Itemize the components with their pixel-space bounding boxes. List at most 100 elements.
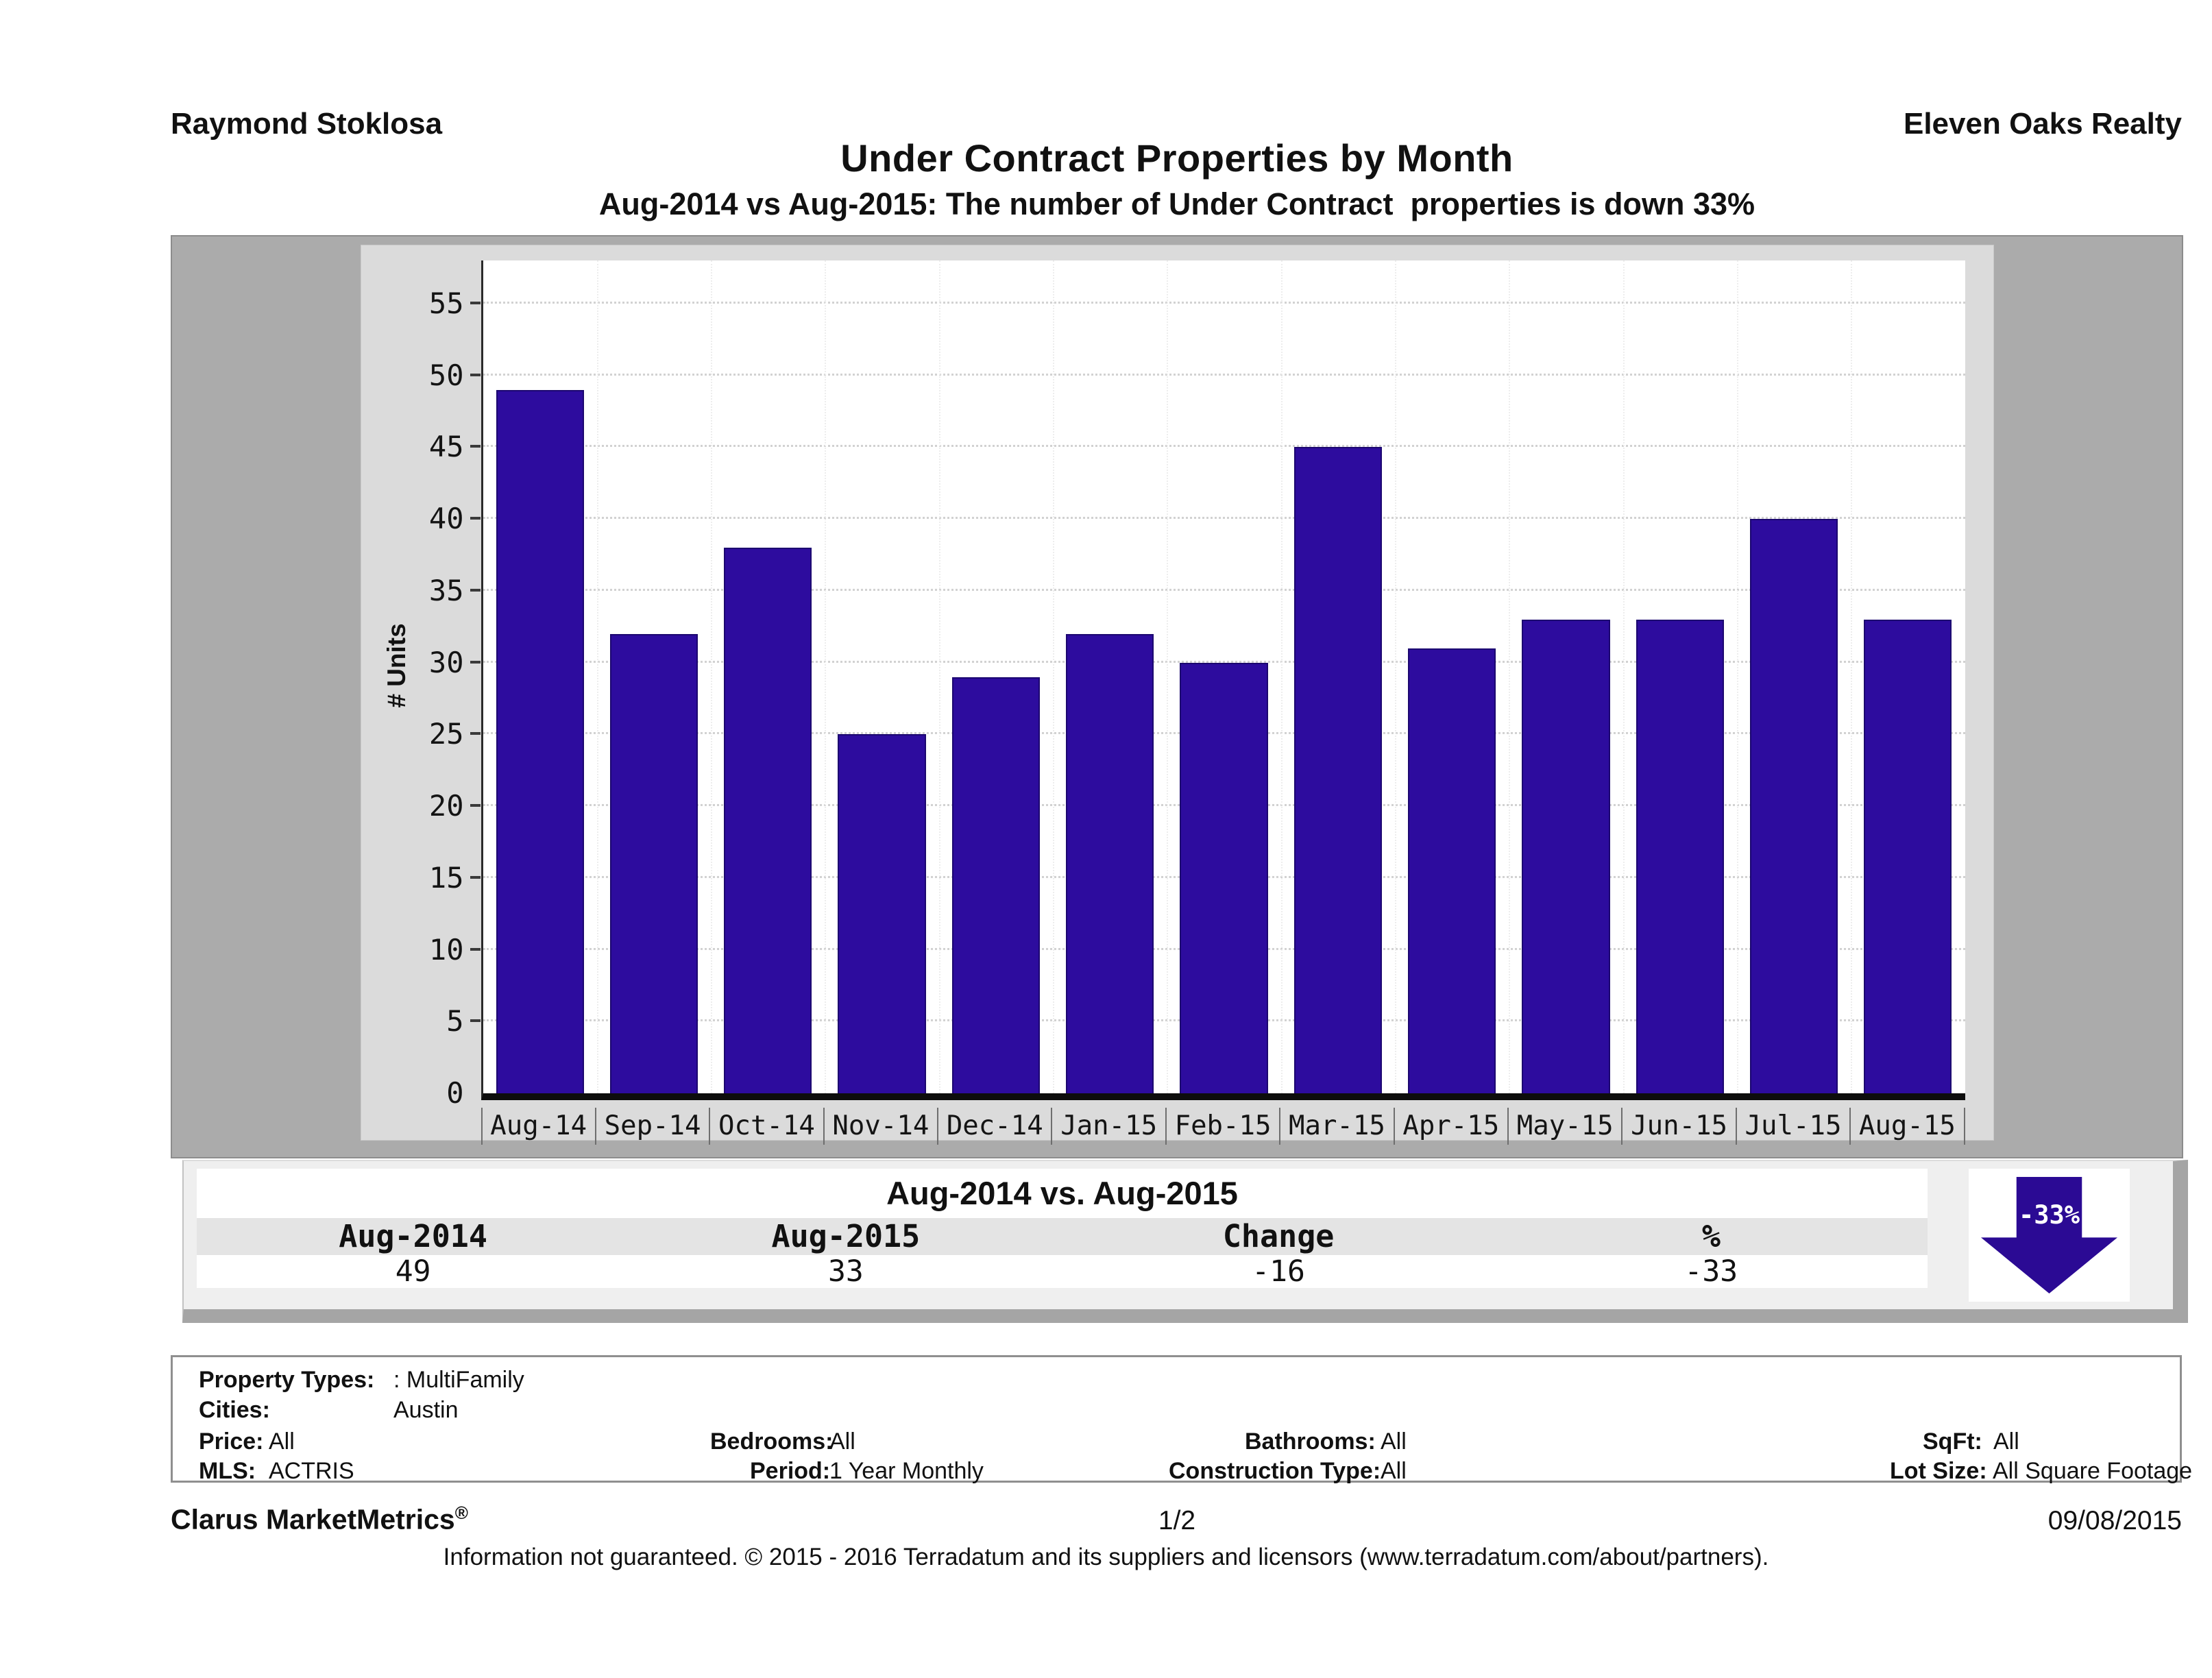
- x-tick-label-Nov-14: Nov-14: [825, 1108, 939, 1145]
- sqft-label: SqFt:: [1923, 1428, 1982, 1455]
- y-tick-label-10: 10: [428, 932, 464, 966]
- footer-page-number: 1/2: [1158, 1506, 1196, 1535]
- property-types-label: Property Types:: [199, 1367, 375, 1393]
- category-divider: [1280, 260, 1283, 1093]
- bar-Oct-14: [724, 547, 812, 1093]
- comparison-value-row: 49 33 -16 -33: [197, 1255, 1928, 1288]
- registered-mark: ®: [454, 1503, 468, 1523]
- category-divider: [1509, 260, 1511, 1093]
- down-arrow-icon: -33%: [1981, 1177, 2117, 1293]
- value-aug-2014: 49: [395, 1254, 431, 1289]
- bedrooms-label: Bedrooms:: [710, 1428, 834, 1455]
- footer-date: 09/08/2015: [2047, 1506, 2182, 1535]
- category-divider: [1851, 260, 1853, 1093]
- gridline-45: [470, 445, 1965, 448]
- period-value: 1 Year Monthly: [829, 1458, 984, 1484]
- comparison-title: Aug-2014 vs. Aug-2015: [197, 1169, 1928, 1218]
- sqft-value: All: [1993, 1428, 2019, 1455]
- company-name: Eleven Oaks Realty: [1903, 107, 2182, 141]
- y-tick-label-55: 55: [428, 286, 464, 320]
- category-divider: [1053, 260, 1055, 1093]
- gridline-40: [470, 517, 1965, 520]
- gridline-30: [470, 660, 1965, 664]
- construction-type-label: Construction Type:: [1169, 1458, 1381, 1484]
- mls-label: MLS:: [199, 1458, 256, 1484]
- chart-panel: # Units 0 5 10 15 20 25 30 35 40 45 50 55 Aug-14 Sep…: [360, 245, 1994, 1145]
- price-label: Price:: [199, 1428, 264, 1455]
- col-header-aug-2015: Aug-2015: [771, 1218, 921, 1254]
- period-label: Period:: [750, 1458, 831, 1484]
- y-tick-label-0: 0: [446, 1076, 464, 1110]
- bar-Aug-14: [496, 389, 584, 1093]
- bar-Aug-15: [1864, 619, 1952, 1093]
- gridline-55: [470, 301, 1965, 304]
- property-types-value: : MultiFamily: [393, 1367, 524, 1393]
- x-tick-label-May-15: May-15: [1509, 1108, 1623, 1145]
- x-tick-label-Jan-15: Jan-15: [1052, 1108, 1167, 1145]
- footer-disclaimer: Information not guaranteed. © 2015 - 201…: [443, 1544, 1769, 1570]
- lot-size-value: All Square Footage: [1993, 1458, 2193, 1484]
- y-tick-label-50: 50: [428, 358, 464, 392]
- mls-value: ACTRIS: [269, 1458, 354, 1484]
- comparison-table: Aug-2014 vs. Aug-2015 Aug-2014 Aug-2015 …: [182, 1160, 2188, 1323]
- change-arrow-box: -33%: [1969, 1169, 2130, 1302]
- bar-May-15: [1522, 619, 1610, 1093]
- plot-area: [470, 260, 1965, 1100]
- x-tick-label-Apr-15: Apr-15: [1395, 1108, 1509, 1145]
- agent-name: Raymond Stoklosa: [171, 107, 443, 141]
- col-header-aug-2014: Aug-2014: [339, 1218, 487, 1254]
- y-tick-label-30: 30: [428, 645, 464, 679]
- x-tick-label-Oct-14: Oct-14: [710, 1108, 825, 1145]
- y-axis-labels: 0 5 10 15 20 25 30 35 40 45 50 55: [361, 260, 471, 1110]
- bathrooms-label: Bathrooms:: [1245, 1428, 1376, 1455]
- bar-Nov-14: [838, 734, 926, 1093]
- category-divider: [1622, 260, 1625, 1093]
- bar-Mar-15: [1293, 447, 1382, 1093]
- x-tick-label-Jun-15: Jun-15: [1622, 1108, 1737, 1145]
- value-aug-2015: 33: [827, 1254, 864, 1289]
- lot-size-label: Lot Size:: [1890, 1458, 1987, 1484]
- y-tick-label-5: 5: [446, 1004, 464, 1038]
- cities-value: Austin: [393, 1397, 459, 1423]
- gridline-50: [470, 373, 1965, 376]
- report-parameters: Property Types: : MultiFamily Cities: Au…: [171, 1355, 2192, 1484]
- construction-type-value: All: [1381, 1458, 1407, 1484]
- value-change: -16: [1252, 1254, 1305, 1289]
- bar-Feb-15: [1180, 662, 1268, 1093]
- category-divider: [1736, 260, 1738, 1093]
- arrow-percent-label: -33%: [2018, 1200, 2080, 1230]
- col-header-percent: %: [1701, 1218, 1721, 1254]
- y-tick-label-15: 15: [428, 860, 464, 895]
- col-header-change: Change: [1222, 1218, 1335, 1254]
- category-divider: [1394, 260, 1396, 1093]
- bar-Jul-15: [1749, 519, 1838, 1093]
- footer-brand-text: Clarus MarketMetrics: [171, 1503, 455, 1535]
- x-tick-label-Sep-14: Sep-14: [596, 1108, 711, 1145]
- bar-Jan-15: [1066, 633, 1154, 1093]
- y-tick-label-40: 40: [428, 502, 464, 536]
- chart-outer-frame: # Units 0 5 10 15 20 25 30 35 40 45 50 55 Aug-14 Sep…: [171, 235, 2183, 1158]
- x-tick-label-Jul-15: Jul-15: [1737, 1108, 1851, 1145]
- x-tick-label-Mar-15: Mar-15: [1280, 1108, 1395, 1145]
- bathrooms-value: All: [1381, 1428, 1407, 1455]
- bar-Apr-15: [1407, 648, 1496, 1093]
- x-tick-label-Dec-14: Dec-14: [938, 1108, 1053, 1145]
- x-tick-label-Aug-15: Aug-15: [1851, 1108, 1965, 1145]
- y-tick-label-35: 35: [428, 573, 464, 607]
- report-title: Under Contract Properties by Month: [840, 136, 1514, 180]
- x-axis-labels: Aug-14 Sep-14 Oct-14 Nov-14 Dec-14 Jan-15 Feb-…: [481, 1108, 1965, 1145]
- report-subtitle: Aug-2014 vs Aug-2015: The number of Unde…: [598, 186, 1755, 221]
- y-tick-label-25: 25: [428, 717, 464, 751]
- bar-Dec-14: [951, 677, 1041, 1093]
- category-divider: [825, 260, 827, 1093]
- cities-label: Cities:: [199, 1397, 270, 1423]
- y-tick-label-20: 20: [428, 789, 464, 823]
- category-divider: [596, 260, 598, 1093]
- bar-Jun-15: [1636, 619, 1724, 1093]
- comparison-rows: Aug-2014 vs. Aug-2015 Aug-2014 Aug-2015 …: [197, 1169, 1928, 1288]
- bar-Sep-14: [609, 633, 698, 1093]
- x-tick-label-Aug-14: Aug-14: [481, 1108, 596, 1145]
- value-percent: -33: [1684, 1254, 1738, 1289]
- y-tick-label-45: 45: [428, 430, 464, 464]
- bedrooms-value: All: [829, 1428, 855, 1455]
